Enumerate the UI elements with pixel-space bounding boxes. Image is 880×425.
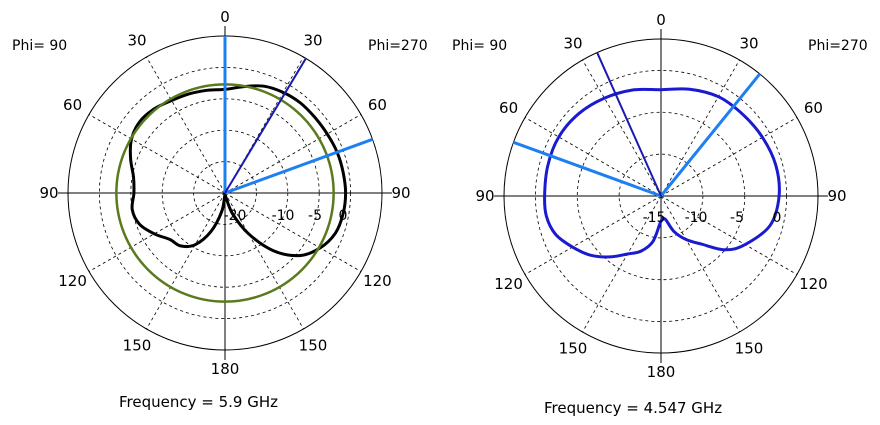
marker-line <box>224 57 307 194</box>
grid-spoke <box>582 59 662 197</box>
angle-tick-label: 120 <box>799 275 828 293</box>
angle-tick-label: 120 <box>494 275 523 293</box>
angle-tick-label: 90 <box>39 184 58 202</box>
frequency-label-2: Frequency = 4.547 GHz <box>544 399 722 417</box>
phi-right-label-1: Phi=270 <box>368 38 428 54</box>
phi-left-label-2: Phi= 90 <box>452 38 507 54</box>
polar-grid-2 <box>494 29 828 363</box>
radial-tick-label: -10 <box>685 210 708 226</box>
marker-line <box>224 137 374 195</box>
angle-tick-label: 30 <box>127 32 146 50</box>
grid-spoke <box>660 195 740 333</box>
phi-right-label-2: Phi=270 <box>808 38 868 54</box>
grid-spoke <box>660 195 798 275</box>
angle-tick-label: 90 <box>475 187 494 205</box>
angle-tick-label: 0 <box>656 11 666 29</box>
marker-line <box>659 73 761 197</box>
angle-tick-label: 60 <box>804 99 823 117</box>
grid-spoke <box>524 117 662 197</box>
radial-tick-label: -5 <box>730 210 744 226</box>
polar-labels-2: 0 30 30 60 60 90 90 120 120 150 150 180 -15 -10 -5 0 <box>475 11 846 381</box>
grid-spoke <box>224 192 304 330</box>
radial-tick-label: -10 <box>272 208 295 224</box>
grid-spoke <box>146 192 226 330</box>
angle-tick-label: 180 <box>647 363 676 381</box>
polar-labels-1: 0 30 30 60 60 90 90 120 120 150 150 180 -20 -10 -5 0 <box>39 8 410 378</box>
grid-spoke <box>88 114 226 194</box>
radial-tick-label: -5 <box>308 208 322 224</box>
series-pattern-curve <box>543 87 781 259</box>
angle-tick-label: 60 <box>63 96 82 114</box>
angle-tick-label: 60 <box>368 96 387 114</box>
angle-tick-label: 150 <box>299 336 328 354</box>
angle-tick-label: 90 <box>391 184 410 202</box>
grid-spoke <box>224 192 362 272</box>
angle-tick-label: 30 <box>303 32 322 50</box>
angle-tick-label: 0 <box>220 8 230 26</box>
angle-tick-label: 30 <box>563 35 582 53</box>
radial-tick-label: -15 <box>643 210 666 226</box>
angle-tick-label: 150 <box>735 339 764 357</box>
radial-tick-label: 0 <box>773 210 782 226</box>
angle-tick-label: 150 <box>123 336 152 354</box>
radial-tick-label: -20 <box>224 208 247 224</box>
marker-line <box>596 52 662 197</box>
marker-line <box>512 140 662 198</box>
radial-tick-label: 0 <box>339 208 348 224</box>
grid-spoke <box>146 56 226 194</box>
grid-spoke <box>224 114 362 194</box>
angle-tick-label: 150 <box>559 339 588 357</box>
polar-plot-1: 0 30 30 60 60 90 90 120 120 150 150 180 -20 -10 -5 0 Ph… <box>12 8 428 411</box>
grid-spoke <box>88 192 226 272</box>
angle-tick-label: 90 <box>827 187 846 205</box>
angle-tick-label: 30 <box>739 35 758 53</box>
angle-tick-label: 60 <box>499 99 518 117</box>
angle-tick-label: 120 <box>363 272 392 290</box>
angle-tick-label: 120 <box>58 272 87 290</box>
angle-tick-label: 180 <box>211 360 240 378</box>
grid-spoke <box>524 195 662 275</box>
grid-spoke <box>582 195 662 333</box>
frequency-label-1: Frequency = 5.9 GHz <box>119 393 278 411</box>
grid-spoke <box>660 59 740 197</box>
polar-series-1 <box>115 36 374 303</box>
polar-plot-2: 0 30 30 60 60 90 90 120 120 150 150 180 -15 -10 -5 0 Ph… <box>452 11 868 417</box>
polar-series-2 <box>512 52 781 259</box>
grid-spoke <box>660 117 798 197</box>
phi-left-label-1: Phi= 90 <box>12 38 67 54</box>
